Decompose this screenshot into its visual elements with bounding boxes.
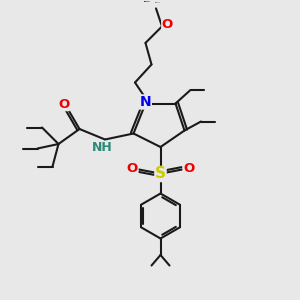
Text: O: O <box>183 161 194 175</box>
Text: NH: NH <box>92 141 113 154</box>
Text: methoxy: methoxy <box>154 2 161 3</box>
Text: S: S <box>155 167 166 182</box>
Text: methoxy: methoxy <box>144 1 151 2</box>
Text: O: O <box>162 18 173 32</box>
Text: O: O <box>58 98 69 111</box>
Text: O: O <box>127 161 138 175</box>
Text: N: N <box>140 95 151 109</box>
